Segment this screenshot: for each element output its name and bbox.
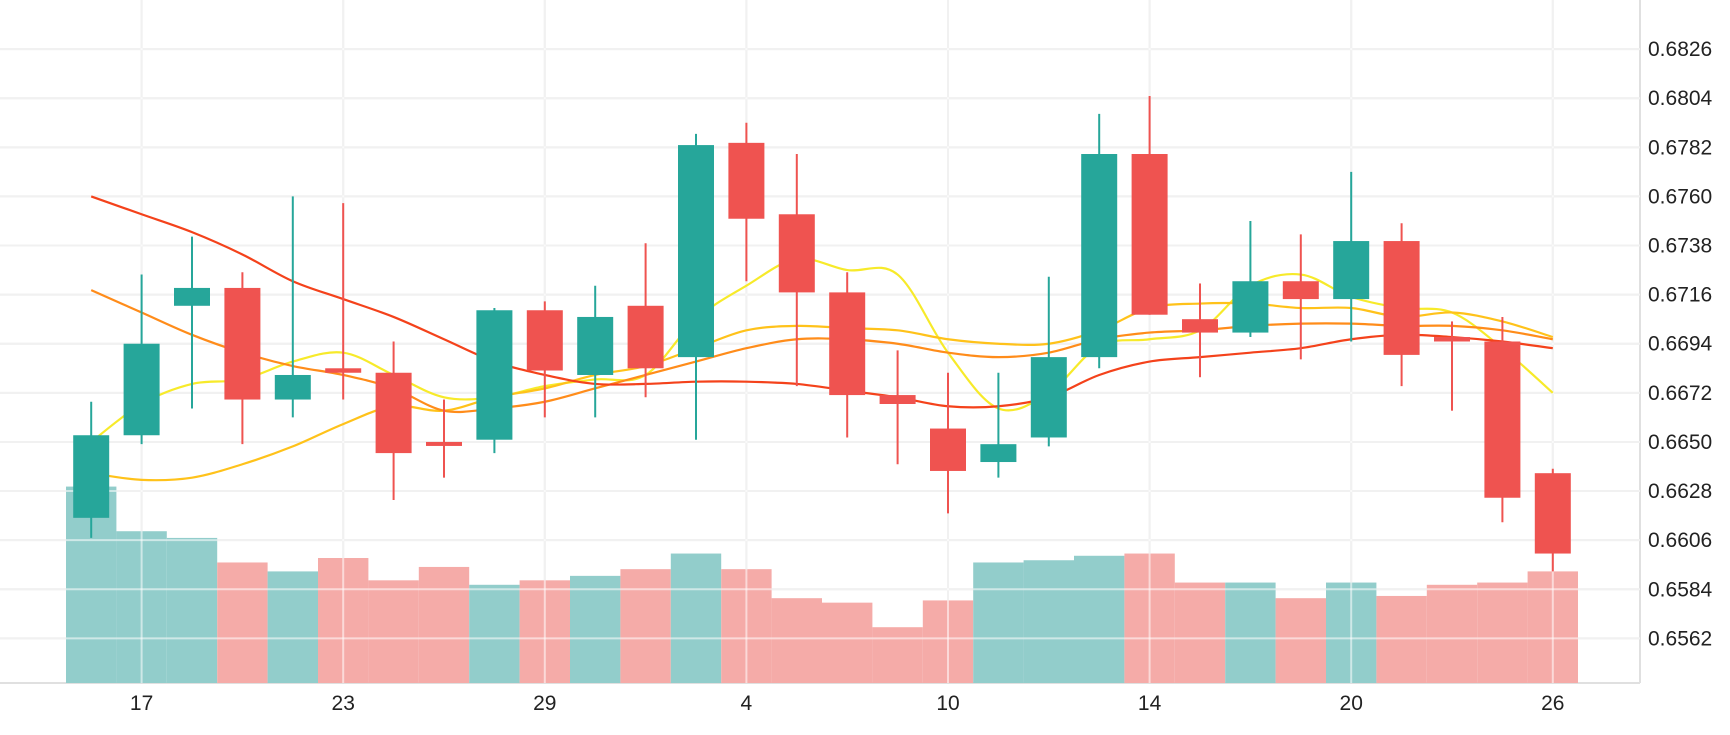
x-tick-label: 14	[1138, 692, 1162, 715]
candle-body	[1232, 281, 1269, 333]
candle-body	[879, 395, 916, 404]
candle-body	[224, 287, 261, 400]
x-tick-label: 23	[332, 692, 355, 715]
volume-bar	[771, 598, 822, 683]
candle-body	[1333, 241, 1370, 300]
y-axis: 0.6826 0.6804 0.6782 0.6760 0.6738 0.6716 0.66…	[1648, 38, 1713, 650]
candle-layer	[73, 95, 1571, 572]
candle-body	[1282, 281, 1319, 300]
candle-body	[678, 145, 714, 358]
volume-bar	[1275, 598, 1326, 683]
volume-bar	[166, 537, 218, 683]
y-tick-label: 0.6562	[1648, 627, 1712, 650]
volume-bar	[418, 566, 470, 683]
x-tick-label: 17	[130, 692, 153, 715]
candle-body	[1434, 337, 1470, 342]
volume-bar	[1174, 582, 1226, 683]
candle-body	[526, 310, 563, 371]
candle-body	[123, 343, 160, 436]
candle-body	[1534, 473, 1571, 554]
volume-bar	[620, 569, 671, 683]
moving-average-layer	[90, 195, 1554, 482]
y-tick-label: 0.6628	[1648, 480, 1712, 503]
volume-bar	[570, 575, 621, 683]
candle-body	[1182, 319, 1218, 333]
candle-body	[476, 310, 513, 440]
candle-body	[1383, 241, 1420, 355]
x-tick-label: 26	[1541, 692, 1564, 715]
candle-body	[375, 372, 412, 454]
moving-average-line	[91, 301, 1554, 482]
candle-body	[73, 435, 110, 518]
y-tick-label: 0.6650	[1648, 431, 1712, 454]
candle-body	[627, 305, 664, 369]
volume-bar	[1225, 582, 1276, 683]
y-tick-label: 0.6826	[1648, 38, 1712, 61]
volume-bar	[670, 553, 722, 683]
y-tick-label: 0.6782	[1648, 136, 1712, 159]
volume-bar	[1477, 582, 1528, 683]
moving-average-line	[90, 289, 1553, 414]
volume-bar	[1074, 555, 1125, 683]
candle-body	[1131, 154, 1168, 315]
y-tick-label: 0.6738	[1648, 235, 1712, 258]
x-tick-label: 20	[1340, 692, 1363, 715]
volume-bar	[1426, 584, 1478, 683]
candle-body	[1081, 154, 1118, 358]
volume-bar	[217, 562, 268, 683]
y-tick-label: 0.6672	[1648, 382, 1712, 405]
candle-body	[930, 428, 966, 471]
candle-body	[778, 214, 815, 293]
candle-body	[829, 292, 866, 396]
y-tick-label: 0.6804	[1648, 87, 1713, 110]
x-axis: 17 23 29 4 10 14 20 26	[130, 692, 1565, 715]
x-tick-label: 29	[533, 692, 556, 715]
volume-bar	[1023, 560, 1074, 683]
volume-bar	[267, 571, 318, 683]
candle-body	[174, 287, 210, 306]
x-tick-label: 10	[936, 692, 959, 715]
y-tick-label: 0.6760	[1648, 185, 1712, 208]
volume-bar	[872, 627, 923, 683]
volume-bar	[822, 602, 873, 683]
candle-body	[1484, 341, 1521, 498]
moving-average-line	[90, 195, 1553, 409]
candle-body	[1030, 357, 1067, 438]
x-tick-label: 4	[741, 692, 753, 715]
volume-bar	[973, 562, 1024, 683]
y-tick-label: 0.6584	[1648, 578, 1713, 601]
y-tick-label: 0.6606	[1648, 529, 1712, 552]
volume-bar	[1376, 595, 1427, 683]
volume-bar	[469, 584, 520, 683]
candle-body	[577, 316, 614, 375]
y-tick-label: 0.6716	[1648, 284, 1712, 307]
candle-body	[980, 444, 1017, 463]
candle-body	[728, 142, 765, 219]
candle-body	[274, 374, 311, 400]
volume-bar	[368, 580, 419, 683]
y-tick-label: 0.6694	[1648, 333, 1713, 356]
candle-body	[426, 441, 462, 446]
volume-layer	[66, 486, 1578, 683]
candle-body	[325, 368, 362, 373]
